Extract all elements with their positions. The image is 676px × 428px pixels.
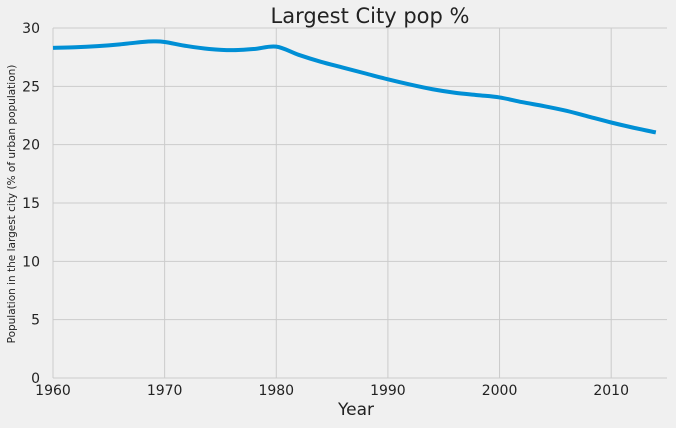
tick-layer: 0 5 10 15 20 25 30 1960 1970 1980 1990 2000 2010 — [22, 21, 629, 399]
y-tick-label: 10 — [22, 254, 40, 270]
x-tick-label: 1990 — [370, 383, 406, 399]
x-tick-label: 2010 — [593, 383, 629, 399]
x-axis-label: Year — [337, 400, 374, 420]
series-layer — [52, 39, 657, 135]
x-tick-label: 2000 — [482, 383, 518, 399]
grid-layer — [52, 27, 667, 379]
y-tick-label: 30 — [22, 21, 40, 37]
x-tick-label: 1980 — [258, 383, 294, 399]
y-axis-label: Population in the largest city (% of urb… — [6, 65, 18, 344]
x-tick-label: 1960 — [35, 383, 71, 399]
y-tick-label: 0 — [31, 371, 40, 387]
y-tick-label: 5 — [31, 313, 40, 329]
y-tick-label: 20 — [22, 138, 40, 154]
chart-title: Largest City pop % — [271, 4, 470, 28]
series-line — [52, 39, 657, 135]
x-tick-label: 1970 — [147, 383, 183, 399]
y-tick-label: 15 — [22, 196, 40, 212]
y-tick-label: 25 — [22, 79, 40, 95]
